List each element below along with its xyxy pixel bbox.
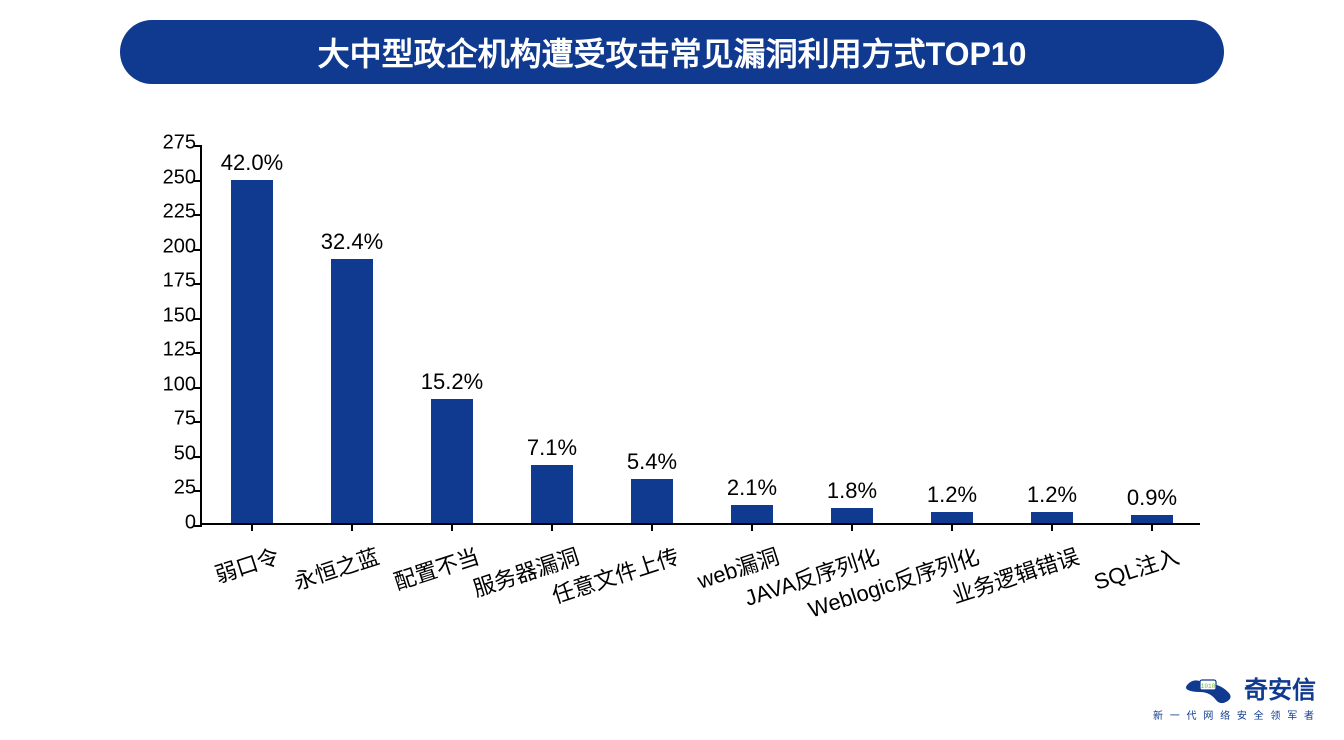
chart-title-bar: 大中型政企机构遭受攻击常见漏洞利用方式TOP10	[120, 20, 1224, 84]
xtick-mark	[351, 523, 353, 531]
bar-value-label: 1.8%	[827, 478, 877, 504]
bar	[531, 465, 573, 523]
brand-logo-block: 1010 奇安信 新 一 代 网 络 安 全 领 军 者	[1153, 670, 1316, 722]
brand-logo-icon: 1010	[1182, 672, 1238, 704]
plot-area: 025507510012515017520022525027542.0%弱口令3…	[200, 145, 1200, 525]
bar	[931, 512, 973, 523]
xtick-mark	[551, 523, 553, 531]
ytick-label: 250	[163, 166, 196, 189]
xtick-mark	[1151, 523, 1153, 531]
ytick-label: 100	[163, 373, 196, 396]
xtick-mark	[951, 523, 953, 531]
bar-chart: 025507510012515017520022525027542.0%弱口令3…	[140, 135, 1220, 595]
chart-title-text: 大中型政企机构遭受攻击常见漏洞利用方式TOP10	[318, 29, 1027, 75]
xtick-mark	[651, 523, 653, 531]
ytick-label: 150	[163, 304, 196, 327]
xtick-mark	[851, 523, 853, 531]
bar-value-label: 15.2%	[421, 369, 483, 395]
svg-text:1010: 1010	[1201, 683, 1216, 690]
ytick-label: 225	[163, 201, 196, 224]
ytick-label: 125	[163, 339, 196, 362]
bar-value-label: 1.2%	[1027, 482, 1077, 508]
bar-value-label: 1.2%	[927, 482, 977, 508]
bar	[1031, 512, 1073, 523]
bar	[431, 399, 473, 523]
bar	[331, 259, 373, 523]
brand-name: 奇安信	[1244, 670, 1316, 705]
ytick-label: 25	[174, 477, 196, 500]
xtick-mark	[1051, 523, 1053, 531]
bar	[731, 505, 773, 523]
xtick-mark	[251, 523, 253, 531]
ytick-label: 75	[174, 408, 196, 431]
bar-value-label: 5.4%	[627, 449, 677, 475]
ytick-label: 275	[163, 132, 196, 155]
xtick-mark	[451, 523, 453, 531]
bar	[231, 180, 273, 523]
ytick-label: 0	[185, 512, 196, 535]
bar	[1131, 515, 1173, 523]
bar	[831, 508, 873, 523]
bar	[631, 479, 673, 523]
ytick-label: 50	[174, 442, 196, 465]
xtick-mark	[751, 523, 753, 531]
ytick-label: 175	[163, 270, 196, 293]
bar-value-label: 0.9%	[1127, 485, 1177, 511]
bar-value-label: 42.0%	[221, 150, 283, 176]
bar-value-label: 7.1%	[527, 435, 577, 461]
ytick-label: 200	[163, 235, 196, 258]
bar-value-label: 32.4%	[321, 229, 383, 255]
bar-value-label: 2.1%	[727, 475, 777, 501]
